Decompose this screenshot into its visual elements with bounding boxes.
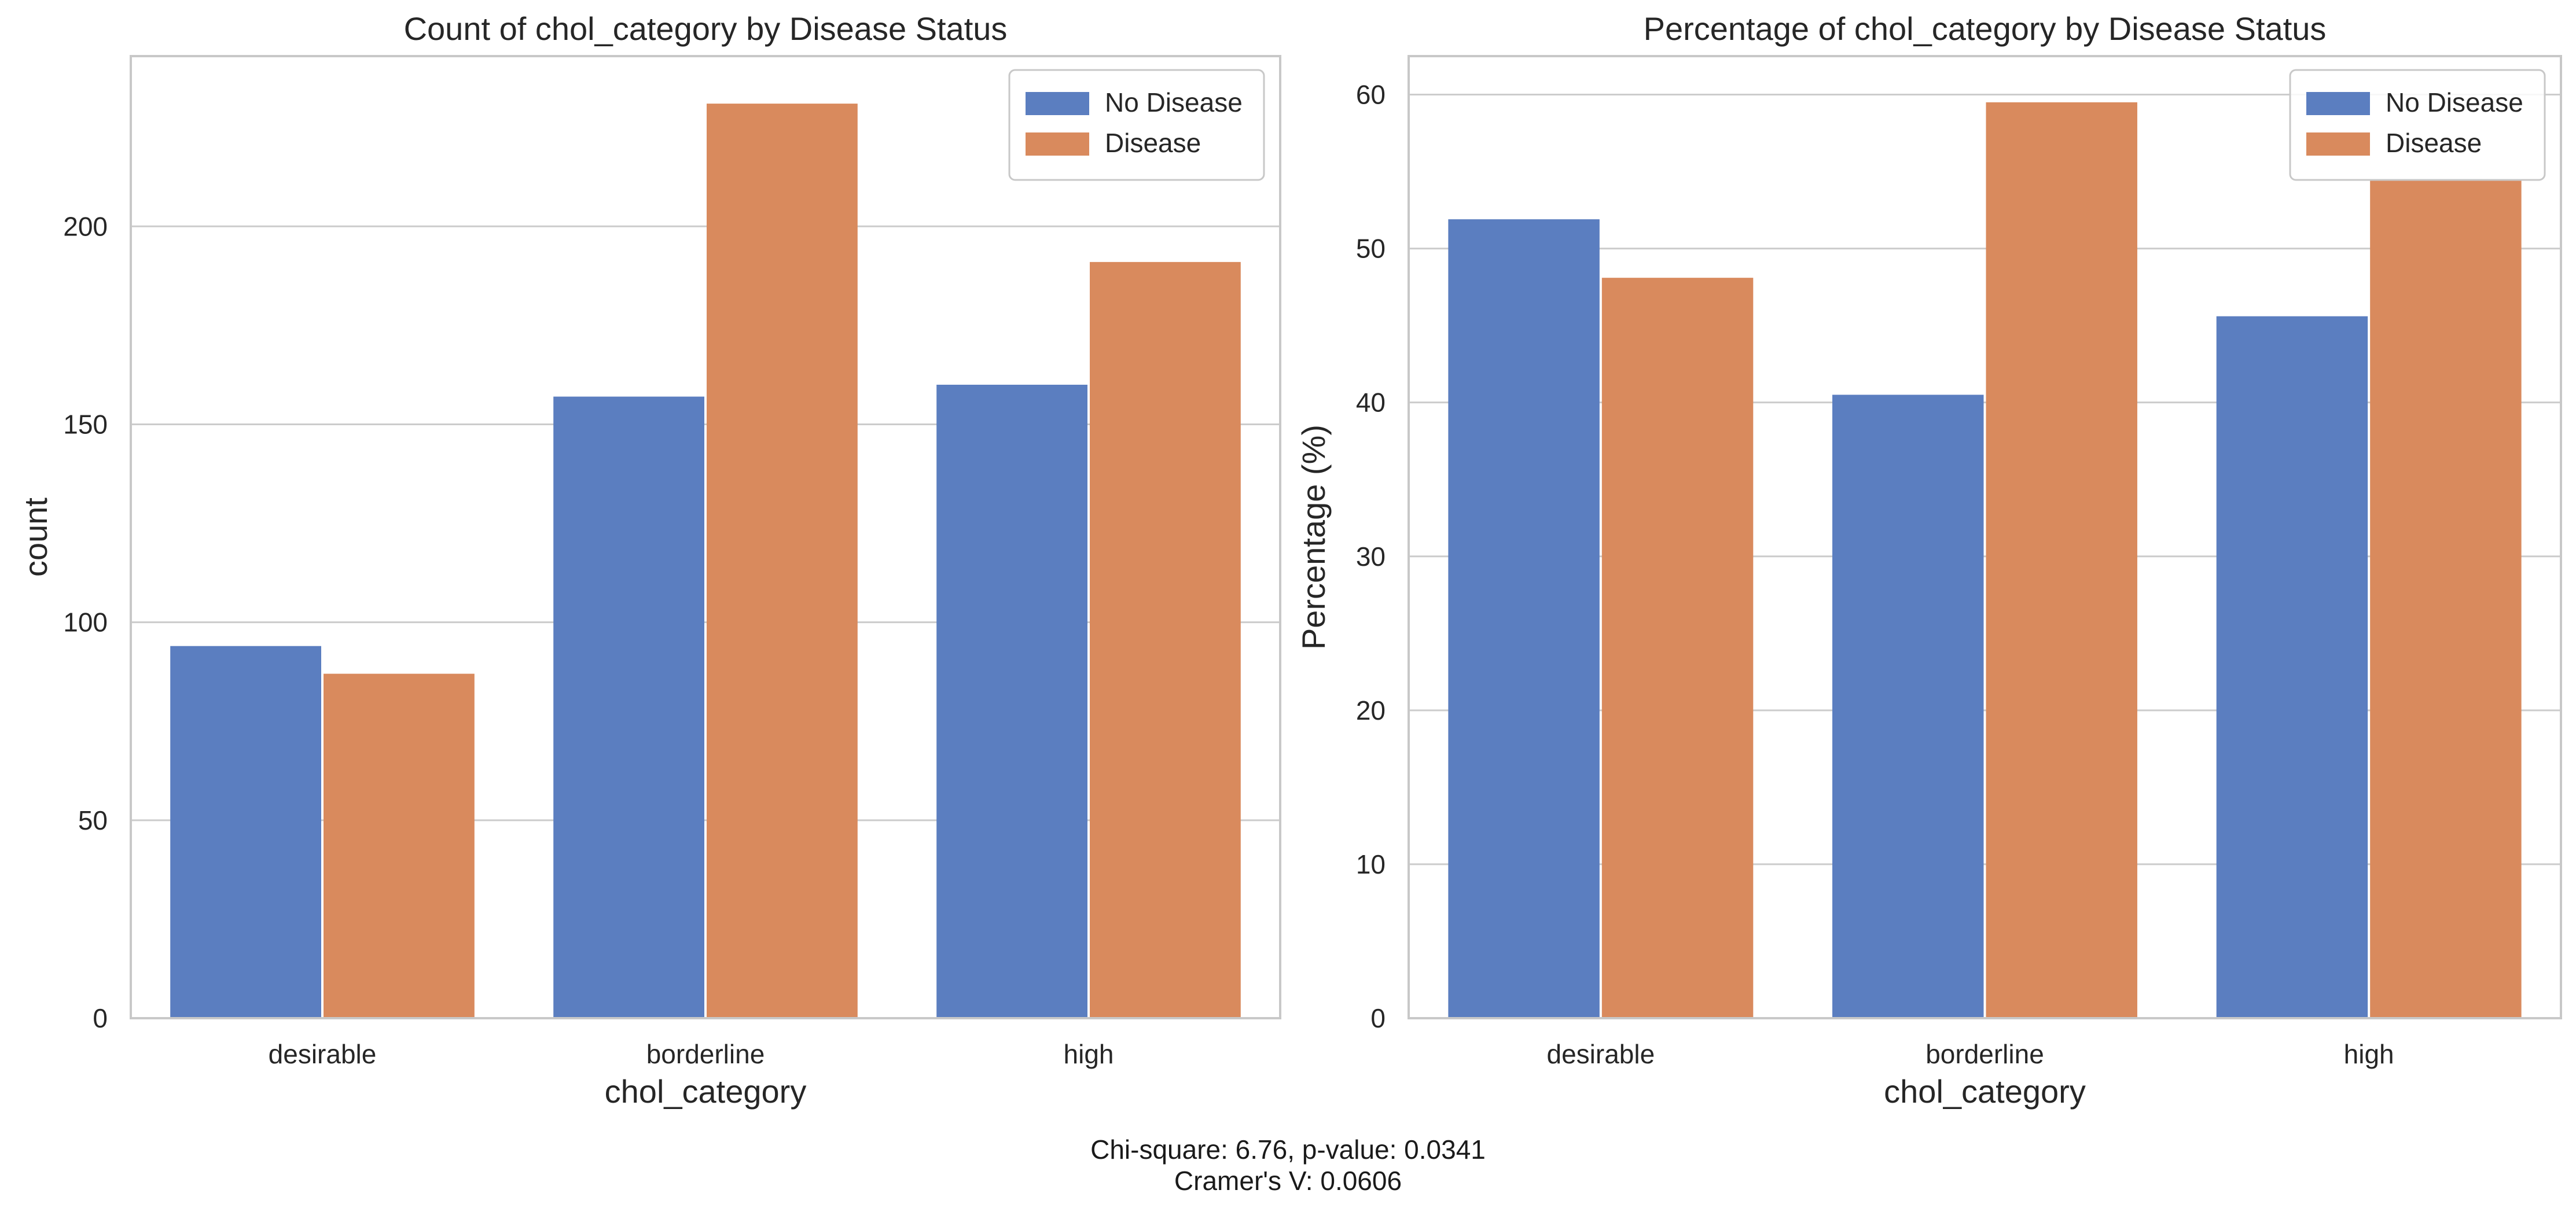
y-tick-label: 60 [1356,80,1386,110]
y-tick-label: 40 [1356,388,1386,418]
bar-no-disease-desirable [170,646,321,1018]
bar-no-disease-high [2216,316,2368,1018]
y-tick-label: 50 [78,805,108,835]
y-tick-label: 20 [1356,695,1386,725]
y-tick-label: 30 [1356,541,1386,572]
bar-no-disease-desirable [1448,219,1600,1018]
chart-panel-1: 0 50 100 150 200 desirable borderline high chol_… [17,10,1281,1110]
legend-label: Disease [2386,128,2482,158]
y-axis-label: count [17,498,54,577]
bar-no-disease-borderline [1832,395,1984,1018]
bar-disease-high [1090,261,1241,1019]
chart-title: Count of chol_category by Disease Status [404,10,1008,47]
legend-box [2289,69,2546,181]
legend: No Disease Disease [2289,69,2546,181]
legend: No Disease Disease [1008,69,1265,181]
legend-swatch-no-disease [2306,92,2370,115]
x-tick-label: high [2344,1039,2394,1069]
y-tick-label: 0 [1370,1003,1386,1033]
bar-disease-desirable [324,673,475,1018]
legend-swatch-disease [2306,132,2370,156]
bar-no-disease-high [936,385,1087,1019]
legend-label: Disease [1105,128,1201,158]
y-tick-label: 150 [63,409,108,439]
legend-label: No Disease [1105,87,1243,117]
legend-label: No Disease [2386,87,2523,117]
y-tick-label: 200 [63,211,108,241]
bar-disease-borderline [1986,102,2137,1019]
legend-box [1008,69,1265,181]
cramers-v-text: Cramer's V: 0.0606 [1174,1166,1402,1196]
legend-swatch-no-disease [1026,92,1089,115]
x-axis-label: chol_category [605,1073,807,1110]
x-axis-label: chol_category [1884,1073,2086,1110]
bar-disease-high [2370,180,2522,1019]
bar-no-disease-borderline [553,396,704,1018]
y-tick-label: 10 [1356,849,1386,879]
y-tick-label: 50 [1356,234,1386,264]
plot-frame [130,55,1281,1019]
x-tick-label: high [1064,1039,1114,1069]
y-tick-label: 100 [63,607,108,638]
chart-title: Percentage of chol_category by Disease S… [1644,10,2327,47]
x-tick-label: borderline [1925,1039,2044,1069]
chi-square-text: Chi-square: 6.76, p-value: 0.0341 [1090,1134,1486,1165]
x-tick-label: desirable [1546,1039,1655,1069]
legend-swatch-disease [1026,132,1089,156]
y-tick-label: 0 [93,1003,108,1033]
x-tick-label: borderline [646,1039,765,1069]
x-tick-label: desirable [269,1039,377,1069]
chart-panel-2: 0 10 20 30 40 50 60 desirable borderline high chol… [1295,10,2562,1110]
y-axis-label: Percentage (%) [1295,425,1332,650]
bar-disease-borderline [707,104,858,1019]
stats-annotation: Chi-square: 6.76, p-value: 0.0341 Cramer… [0,1134,2576,1196]
bar-disease-desirable [1601,278,1754,1018]
plot-frame [1408,55,2562,1019]
